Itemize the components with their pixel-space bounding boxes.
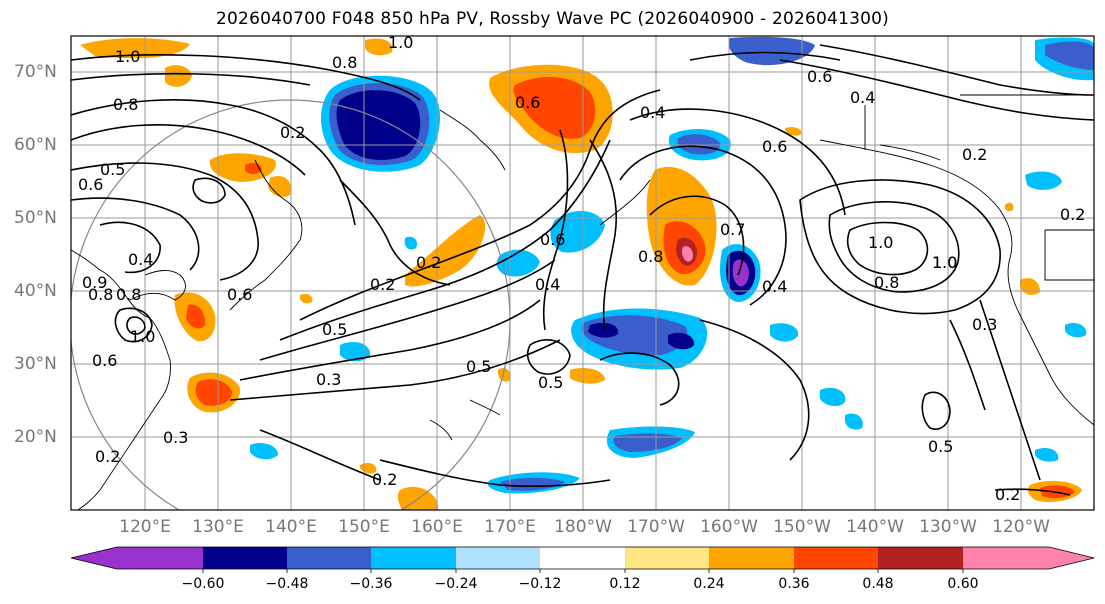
contour-label: 1.0 (115, 47, 140, 66)
contour-label: 0.5 (538, 373, 563, 392)
colorbar-swatch (709, 547, 794, 569)
contour-label: 0.6 (92, 351, 117, 370)
colorbar-swatch (203, 547, 287, 569)
contour-label: 0.4 (850, 88, 875, 107)
colorbar-swatch (456, 547, 540, 569)
contour-label: 0.8 (638, 247, 663, 266)
gridlines (71, 36, 1094, 510)
colorbar-swatch (625, 547, 709, 569)
contour-label: 0.4 (128, 250, 153, 269)
contour-label: 0.5 (100, 160, 125, 179)
lon-label: 160°W (700, 517, 758, 537)
colorbar-tick-label: 0.60 (947, 576, 979, 592)
colorbar (70, 546, 1095, 573)
lon-label: 150°W (773, 517, 831, 537)
colorbar-swatch (963, 547, 1049, 569)
colorbar-tick-label: −0.48 (265, 576, 309, 592)
lon-label: 130°E (192, 517, 244, 537)
contour-label: 0.5 (466, 357, 491, 376)
contour-label: 1.0 (388, 33, 413, 52)
colorbar-outline (70, 546, 1095, 570)
contour-label: 0.7 (720, 220, 745, 239)
lon-label: 140°W (846, 517, 904, 537)
contour-label: 0.2 (416, 253, 441, 272)
lon-label: 130°W (919, 517, 977, 537)
contour-label: 1.0 (868, 233, 893, 252)
lat-label: 60°N (14, 135, 57, 155)
colorbar-tick-label: −0.36 (349, 576, 393, 592)
colorbar-tick-label: 0.36 (778, 576, 810, 592)
contour-label: 0.3 (316, 370, 341, 389)
lon-label: 140°E (265, 517, 317, 537)
contour-label: 0.8 (874, 273, 899, 292)
contour-label: 0.2 (280, 123, 305, 142)
colorbar-swatch (371, 547, 456, 569)
contour-label: 0.8 (332, 53, 357, 72)
contour-label: 0.2 (372, 470, 397, 489)
contour-label: 0.2 (962, 145, 987, 164)
colorbar-extend-max (1049, 547, 1094, 569)
lon-label: 180°W (554, 517, 612, 537)
colorbar-swatch (540, 547, 625, 569)
colorbar-tick-label: −0.60 (181, 576, 225, 592)
coastlines (71, 94, 1094, 510)
colorbar-swatch (794, 547, 878, 569)
colorbar-extend-min (71, 547, 117, 569)
contour-label: 1.0 (130, 327, 155, 346)
lon-label: 170°E (484, 517, 536, 537)
map-plot-area: 1.0 1.0 0.8 0.8 0.6 0.4 1.0 0.8 1.0 0.6 … (70, 33, 1095, 511)
contour-label: 0.5 (928, 437, 953, 456)
contour-labels: 1.0 1.0 0.8 0.8 0.6 0.4 1.0 0.8 1.0 0.6 … (78, 33, 1085, 504)
contour-label: 0.5 (322, 320, 347, 339)
contour-label: 0.6 (227, 285, 252, 304)
contour-label: 0.9 (82, 273, 107, 292)
lat-label: 20°N (14, 427, 57, 447)
contour-label: 0.6 (515, 93, 540, 112)
colorbar-swatch (117, 547, 203, 569)
contour-label: 0.2 (995, 485, 1020, 504)
lat-label: 40°N (14, 281, 57, 301)
contour-label: 0.6 (807, 67, 832, 86)
contour-label: 0.8 (116, 285, 141, 304)
contour-label: 0.2 (95, 447, 120, 466)
lon-label: 170°W (627, 517, 685, 537)
colorbar-tick-label: 0.12 (609, 576, 641, 592)
contour-label: 0.4 (535, 275, 560, 294)
contour-label: 0.3 (163, 428, 188, 447)
contour-label: 0.6 (78, 175, 103, 194)
colorbar-tick-label: −0.12 (518, 576, 562, 592)
plot-frame (70, 35, 1095, 511)
contour-label: 0.4 (762, 277, 787, 296)
lon-label: 160°E (411, 517, 463, 537)
map-title: 2026040700 F048 850 hPa PV, Rossby Wave … (216, 9, 889, 29)
lat-label: 50°N (14, 208, 57, 228)
lon-label: 120°E (119, 517, 171, 537)
contour-label: 0.8 (88, 285, 113, 304)
contour-label: 0.6 (762, 137, 787, 156)
colorbar-tick-label: 0.48 (862, 576, 894, 592)
contour-label: 0.3 (972, 315, 997, 334)
lat-label: 70°N (14, 62, 57, 82)
colorbar-swatch (878, 547, 963, 569)
contour-label: 0.2 (1060, 205, 1085, 224)
contour-label: 0.4 (640, 103, 665, 122)
colorbar-tick-label: −0.24 (434, 576, 478, 592)
pv-contours (71, 44, 1094, 496)
contour-label: 1.0 (932, 253, 957, 272)
contour-label: 0.2 (370, 275, 395, 294)
lon-label: 120°W (992, 517, 1050, 537)
colorbar-tick-label: 0.24 (693, 576, 725, 592)
lat-label: 30°N (14, 354, 57, 374)
contour-label: 0.8 (113, 95, 138, 114)
colorbar-swatch (287, 547, 371, 569)
lon-label: 150°E (338, 517, 390, 537)
contour-label: 0.6 (540, 230, 565, 249)
colorbar-ticks (202, 569, 964, 573)
region-circle (71, 99, 511, 510)
contour-label: 1.0 (932, 253, 957, 272)
